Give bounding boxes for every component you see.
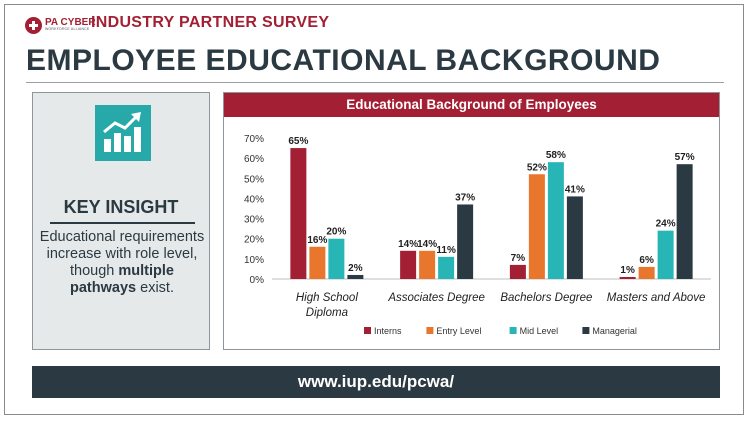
bar-chart-growth-icon (95, 105, 151, 161)
legend-entry: Mid Level (520, 326, 559, 336)
data-label: 2% (348, 263, 363, 274)
legend-entry: Managerial (592, 326, 637, 336)
logo-sub-text: WORKFORCE ALLIANCE (45, 27, 90, 32)
y-tick-label: 50% (244, 174, 264, 185)
x-tick-label: Diploma (306, 307, 348, 319)
y-tick-label: 60% (244, 154, 264, 165)
bar (438, 256, 455, 279)
pa-cyber-logo-icon (25, 16, 42, 34)
y-tick-label: 40% (244, 194, 264, 205)
chart-panel: Educational Background of Employees 0% 10… (223, 92, 720, 350)
data-label: 14% (398, 239, 418, 250)
legend-swatch (364, 327, 371, 334)
x-tick-label: Masters and Above (607, 292, 706, 304)
pa-cyber-logo: PA CYBER WORKFORCE ALLIANCE (25, 14, 96, 36)
bar (457, 204, 474, 279)
bar (309, 246, 326, 279)
key-insight-body: Educational requirements increase with r… (39, 229, 205, 279)
key-insight-divider (50, 222, 195, 224)
bar (547, 162, 564, 279)
legend-swatch (509, 327, 517, 334)
chart-title: Educational Background of Employees (224, 93, 719, 117)
bar (657, 230, 674, 279)
x-tick-label: High School (296, 292, 358, 304)
bar (638, 266, 655, 279)
slide-frame (4, 4, 744, 415)
bar (676, 164, 693, 279)
y-tick-label: 70% (244, 134, 264, 145)
data-label: 11% (436, 245, 456, 256)
data-label: 58% (546, 150, 566, 161)
data-label: 20% (326, 227, 346, 238)
data-label: 57% (675, 152, 695, 163)
x-tick-label: Bachelors Degree (500, 292, 592, 304)
key-insight-text: Educational requirements increase with r… (39, 229, 205, 297)
footer-url[interactable]: www.iup.edu/pcwa/ (32, 366, 720, 398)
legend-swatch (426, 327, 434, 334)
bar (328, 238, 345, 279)
survey-title: INDUSTRY PARTNER SURVEY (91, 14, 330, 31)
data-label: 37% (455, 192, 475, 203)
data-label: 14% (417, 239, 437, 250)
data-label: 52% (527, 162, 547, 173)
bar (290, 148, 307, 279)
y-tick-label: 10% (244, 255, 264, 266)
legend-entry: Entry Level (436, 326, 481, 336)
bar (509, 264, 526, 279)
data-label: 24% (656, 219, 676, 230)
data-label: 7% (511, 253, 526, 264)
bar (566, 196, 583, 279)
bar (347, 274, 364, 279)
data-label: 6% (639, 255, 654, 266)
data-label: 1% (620, 265, 635, 276)
key-insight-emphasis: multiple pathways (70, 263, 174, 296)
y-tick-label: 20% (244, 235, 264, 246)
bar (400, 250, 417, 279)
bar (419, 250, 436, 279)
data-label: 16% (307, 235, 327, 246)
legend-swatch (582, 327, 590, 334)
data-label: 65% (288, 136, 308, 147)
bar-chart: 0%10%20%30%40%50%60%70% 65%16%20%2%High S… (244, 134, 711, 336)
title-divider (26, 82, 724, 83)
key-insight-panel: KEY INSIGHT Educational requirements inc… (32, 92, 210, 350)
x-tick-label: Associates Degree (387, 292, 485, 304)
y-tick-label: 30% (244, 215, 264, 226)
key-insight-heading: KEY INSIGHT (63, 197, 179, 217)
data-label: 41% (565, 184, 585, 195)
logo-main-text: PA CYBER (45, 17, 96, 29)
bar (528, 174, 545, 279)
key-insight-body-end: exist. (140, 280, 174, 296)
y-tick-label: 0% (250, 275, 265, 286)
page-title: EMPLOYEE EDUCATIONAL BACKGROUND (26, 44, 661, 77)
bar (619, 276, 636, 279)
legend-entry: Interns (374, 326, 402, 336)
